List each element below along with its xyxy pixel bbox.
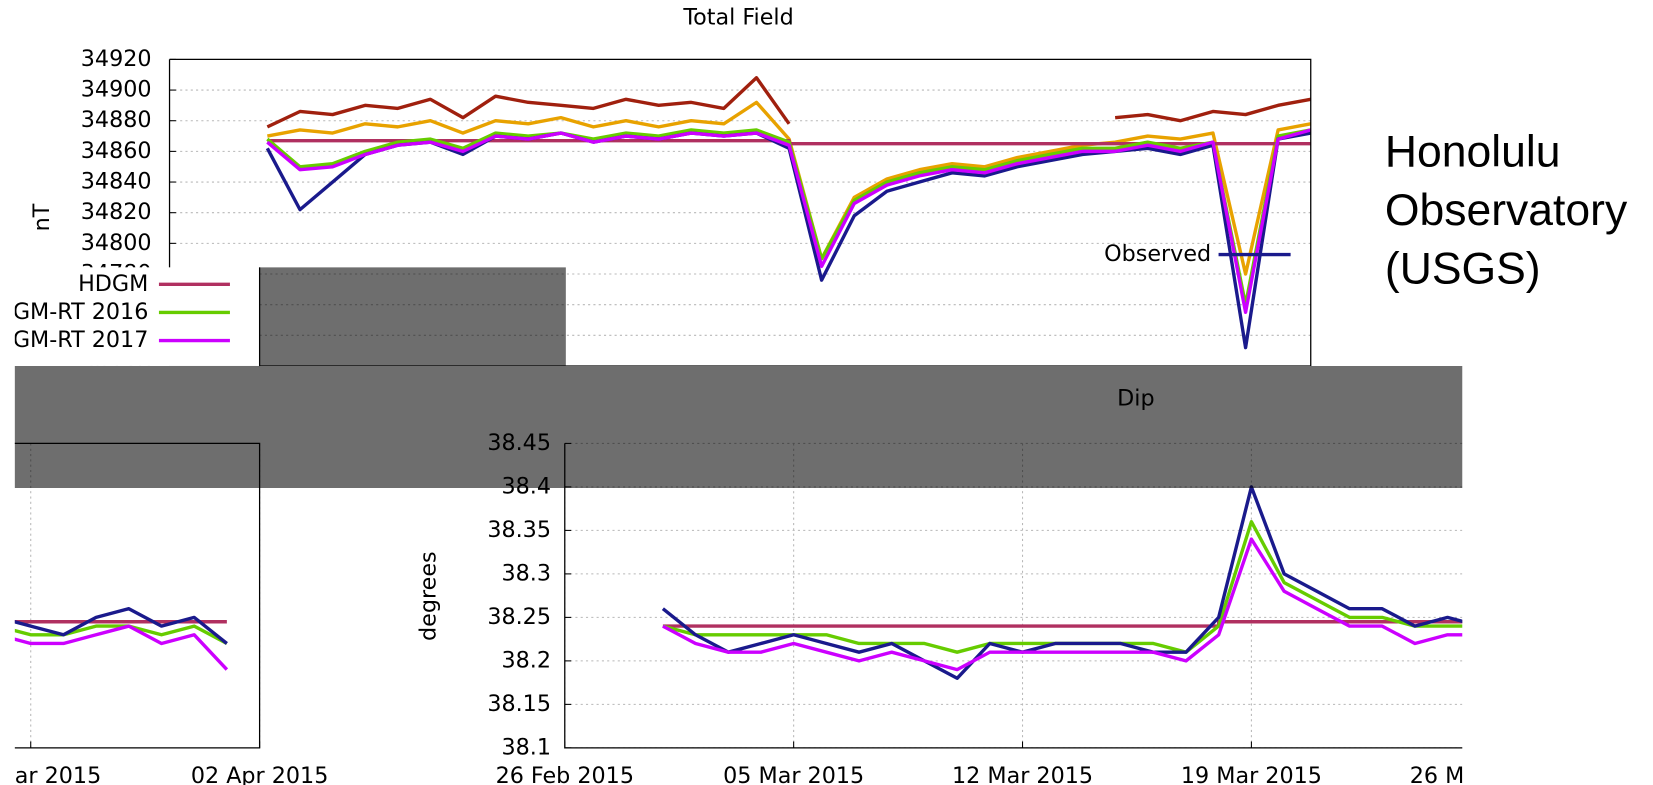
x-tick-label: 19 Mar 2015 bbox=[1181, 763, 1322, 785]
series-line bbox=[266, 128, 1311, 314]
annotation-line: Observatory bbox=[1385, 186, 1628, 235]
overlay-band bbox=[14, 267, 1463, 488]
series-line bbox=[662, 537, 1463, 672]
y-tick-label: 34800 bbox=[81, 230, 152, 256]
y-tick-label: 38.15 bbox=[487, 691, 551, 717]
x-tick-labels: 26 Feb 2015 05 Mar 2015 12 Mar 2015 19 Mar … bbox=[496, 763, 1551, 785]
y-tick-label: 34860 bbox=[81, 138, 152, 164]
x-tick-label: 26 Mar 2015 bbox=[0, 763, 101, 785]
plot-area bbox=[14, 443, 261, 748]
y-tick-label: 38.25 bbox=[487, 604, 551, 630]
legend-label: HDGM-RT 2016 bbox=[0, 299, 148, 325]
x-tick-label: 12 Mar 2015 bbox=[952, 763, 1093, 785]
chart-title: Total Field bbox=[682, 5, 793, 31]
y-tick-label: 34880 bbox=[81, 107, 152, 133]
x-tick-label: 02 Apr 2015 bbox=[191, 763, 329, 785]
annotation-line: Honolulu bbox=[1385, 128, 1561, 177]
y-axis-label: nT bbox=[29, 203, 55, 231]
series-line bbox=[266, 76, 1311, 129]
series-line bbox=[266, 128, 1311, 307]
legend-label: HDGM bbox=[78, 271, 148, 297]
y-tick-label: 34900 bbox=[81, 77, 152, 103]
legend-label: Observed bbox=[1104, 241, 1211, 267]
x-tick-labels: 26 Mar 2015 02 Apr 2015 bbox=[0, 763, 329, 785]
series-line bbox=[661, 485, 1463, 680]
x-tick-label: 05 Mar 2015 bbox=[723, 763, 864, 785]
x-tick-label: 26 Feb 2015 bbox=[496, 763, 634, 785]
y-tick-label: 34820 bbox=[81, 199, 152, 225]
annotation-line: (USGS) bbox=[1385, 244, 1541, 293]
y-tick-label: 38.3 bbox=[501, 560, 551, 586]
y-tick-label: 38.2 bbox=[501, 647, 551, 673]
y-axis-label: degrees bbox=[416, 551, 442, 641]
legend-label: HDGM-RT 2017 bbox=[0, 327, 148, 353]
x-tick-label: 26 Mar 2015 bbox=[1410, 763, 1551, 785]
y-tick-label: 34840 bbox=[81, 169, 152, 195]
left-legend: HDGMHDGM-RT 2016HDGM-RT 2017 bbox=[0, 271, 230, 353]
y-tick-label: 34920 bbox=[81, 46, 152, 72]
series-line bbox=[14, 624, 228, 645]
plot-frame bbox=[564, 443, 1463, 749]
annotation: Honolulu Observatory (USGS) bbox=[1385, 128, 1628, 294]
series-line bbox=[14, 624, 229, 671]
y-tick-label: 38.35 bbox=[487, 517, 551, 543]
series-line bbox=[14, 606, 228, 645]
plot-area bbox=[169, 59, 1311, 366]
y-tick-label: 38.1 bbox=[501, 734, 551, 760]
